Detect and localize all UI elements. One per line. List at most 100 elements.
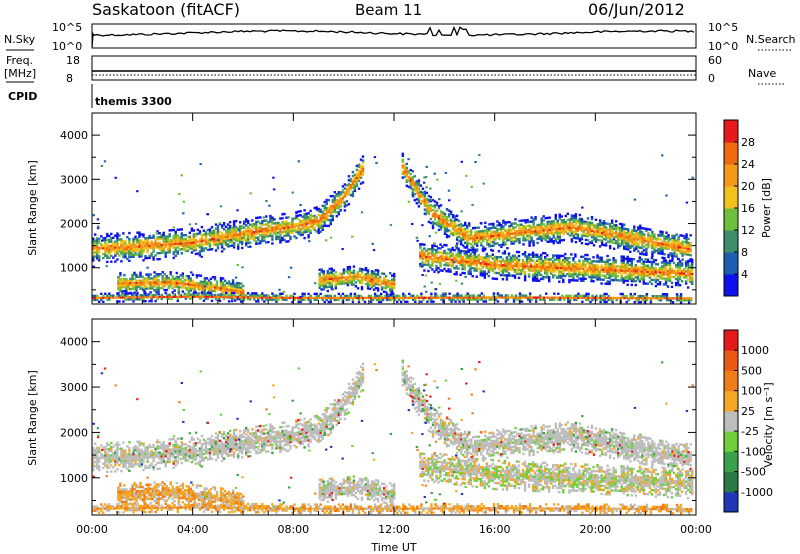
power-cell	[466, 227, 469, 230]
power-cell	[160, 293, 163, 297]
power-cell	[98, 249, 101, 252]
power-cell	[568, 222, 572, 225]
power-cell	[161, 279, 164, 282]
power-cell	[451, 225, 455, 229]
power-cell	[363, 296, 367, 300]
power-cell	[148, 296, 151, 299]
power-cell	[598, 219, 602, 222]
power-cell	[586, 271, 589, 275]
power-cell	[325, 296, 328, 300]
power-cell	[682, 276, 686, 279]
power-cell	[658, 273, 662, 276]
power-cell	[455, 232, 459, 235]
power-cell	[466, 233, 469, 236]
power-cell	[220, 224, 224, 227]
power-cell	[195, 286, 199, 289]
power-cell	[508, 226, 511, 230]
power-cell	[345, 192, 349, 195]
power-cell	[328, 277, 331, 280]
power-cell	[663, 235, 666, 238]
power-cell	[487, 266, 490, 270]
power-cell	[673, 254, 676, 258]
power-cell	[588, 241, 592, 244]
power-cell	[558, 231, 561, 234]
power-cell	[326, 269, 329, 273]
power-cell	[313, 226, 316, 230]
power-cell	[339, 193, 342, 196]
power-cell	[480, 230, 483, 233]
power-cell	[662, 277, 666, 280]
power-cell	[239, 241, 242, 244]
power-cell	[423, 194, 427, 197]
power-cell	[618, 267, 621, 270]
power-cell	[681, 234, 684, 237]
power-cell	[380, 280, 384, 283]
power-cell	[139, 275, 142, 278]
power-cell	[154, 295, 157, 299]
power-cell	[667, 237, 670, 241]
power-cell	[433, 248, 436, 251]
power-cell	[576, 233, 580, 236]
power-cell	[467, 260, 470, 263]
power-cell	[501, 264, 505, 267]
power-cell	[94, 241, 97, 244]
power-cell	[355, 164, 359, 168]
power-cell	[534, 233, 537, 237]
power-cell	[689, 272, 692, 275]
power-cell	[534, 230, 537, 233]
power-cell	[500, 231, 503, 235]
power-cell	[676, 258, 680, 261]
power-cell	[353, 294, 357, 298]
power-cell	[391, 280, 394, 283]
power-cell	[402, 294, 405, 298]
power-cell	[622, 281, 625, 284]
power-cell	[478, 230, 481, 233]
power-cell	[540, 277, 543, 281]
power-cell	[548, 230, 551, 233]
power-cell	[665, 235, 668, 238]
power-cell	[196, 293, 200, 296]
power-cell	[465, 260, 468, 263]
power-cell	[562, 260, 565, 264]
power-cell	[297, 222, 300, 225]
power-cell	[265, 296, 268, 299]
power-cell	[629, 250, 632, 253]
power-cell	[642, 264, 645, 267]
power-cell	[360, 287, 364, 291]
power-cell	[140, 251, 143, 254]
power-cell	[194, 240, 198, 244]
power-cell	[267, 229, 270, 232]
power-cell	[212, 239, 216, 243]
power-cell	[596, 222, 600, 226]
power-cell	[482, 239, 485, 243]
power-cell	[273, 226, 276, 229]
power-cell	[108, 234, 111, 238]
power-cell	[566, 264, 569, 268]
power-cell	[322, 274, 325, 277]
power-cell	[552, 226, 555, 229]
power-cell	[214, 233, 218, 236]
power-cell	[331, 200, 334, 204]
power-cell	[128, 296, 131, 299]
power-cell	[558, 235, 561, 238]
power-cell	[353, 183, 357, 187]
power-cell	[232, 222, 236, 225]
power-cell	[642, 268, 645, 271]
power-cell	[92, 253, 95, 256]
power-cell	[445, 269, 448, 273]
power-cell	[366, 271, 370, 274]
power-cell	[425, 199, 429, 203]
power-cell	[122, 240, 125, 243]
power-cell	[213, 288, 217, 291]
power-cell	[610, 227, 614, 230]
power-cell	[546, 266, 549, 269]
power-cell	[326, 271, 329, 275]
power-cell	[230, 244, 234, 247]
power-cell	[404, 296, 407, 300]
power-cell	[112, 294, 115, 297]
power-cell	[562, 274, 565, 278]
power-cell	[156, 295, 159, 299]
power-cell	[665, 243, 668, 246]
power-cell	[204, 233, 208, 236]
power-cell	[582, 259, 585, 263]
